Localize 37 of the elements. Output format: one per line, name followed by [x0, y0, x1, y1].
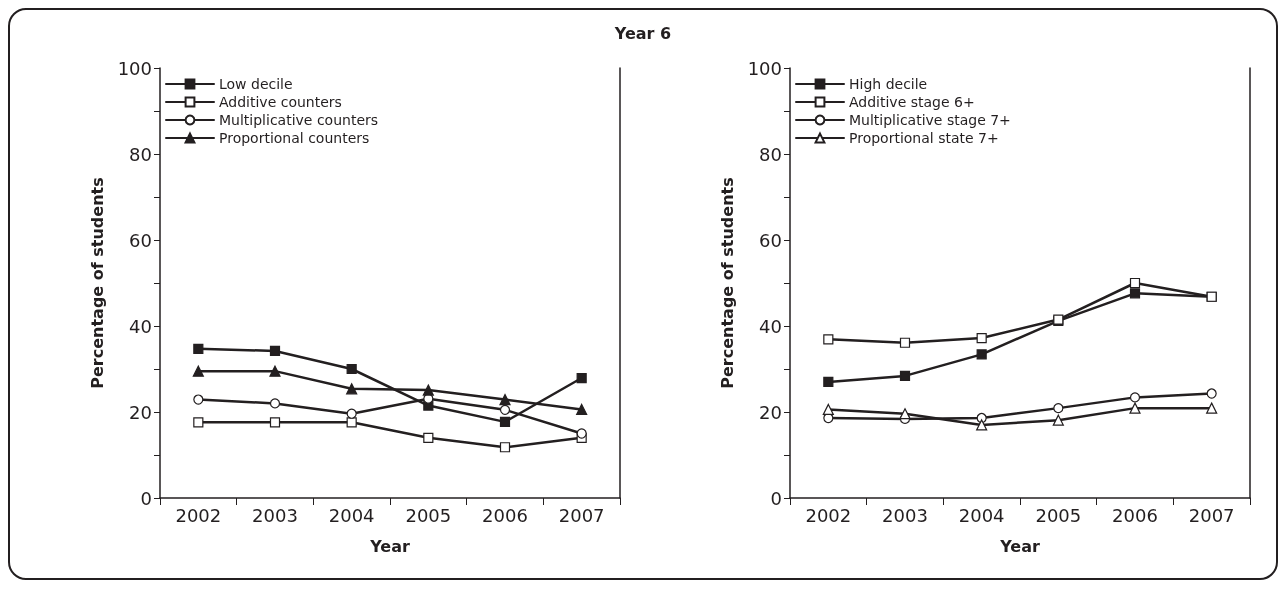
x-tick-label: 2006 — [482, 504, 528, 526]
x-tick-label: 2004 — [958, 504, 1005, 526]
y-axis-title: Percentage of students — [87, 177, 107, 389]
y-axis-title: Percentage of students — [717, 177, 737, 389]
x-tick-label: 2005 — [405, 504, 452, 526]
x-tick-label: 2004 — [328, 504, 375, 526]
x-tick-label: 2006 — [1112, 504, 1158, 526]
y-tick-label: 20 — [129, 401, 152, 423]
legend-label: Proportional state 7+ — [849, 130, 999, 146]
legend-label: Low decile — [219, 76, 293, 92]
y-tick-label: 80 — [759, 143, 782, 165]
x-tick-label: 2007 — [558, 504, 605, 526]
y-tick-label: 100 — [117, 57, 152, 79]
x-tick-label: 2002 — [175, 504, 222, 526]
y-tick-label: 0 — [770, 487, 782, 509]
legend-label: Multiplicative stage 7+ — [849, 112, 1011, 128]
legend-label: Proportional counters — [219, 130, 370, 146]
chart-title: Year 6 — [613, 24, 673, 45]
x-axis-title: Year — [999, 536, 1040, 556]
legend-label: Additive counters — [219, 94, 342, 110]
legend-label: Additive stage 6+ — [849, 94, 975, 110]
x-tick-label: 2007 — [1188, 504, 1235, 526]
x-tick-label: 2002 — [805, 504, 852, 526]
y-tick-label: 40 — [129, 315, 152, 337]
y-tick-label: 20 — [759, 401, 782, 423]
x-tick-label: 2005 — [1035, 504, 1082, 526]
y-tick-label: 0 — [140, 487, 152, 509]
y-tick-label: 60 — [129, 229, 152, 251]
y-tick-label: 60 — [759, 229, 782, 251]
x-tick-label: 2003 — [252, 504, 298, 526]
y-tick-label: 40 — [759, 315, 782, 337]
y-tick-label: 100 — [747, 57, 782, 79]
x-axis-title: Year — [369, 536, 410, 556]
legend-label: High decile — [849, 76, 928, 92]
y-tick-label: 80 — [129, 143, 152, 165]
legend-label: Multiplicative counters — [219, 112, 379, 128]
x-tick-label: 2003 — [882, 504, 928, 526]
